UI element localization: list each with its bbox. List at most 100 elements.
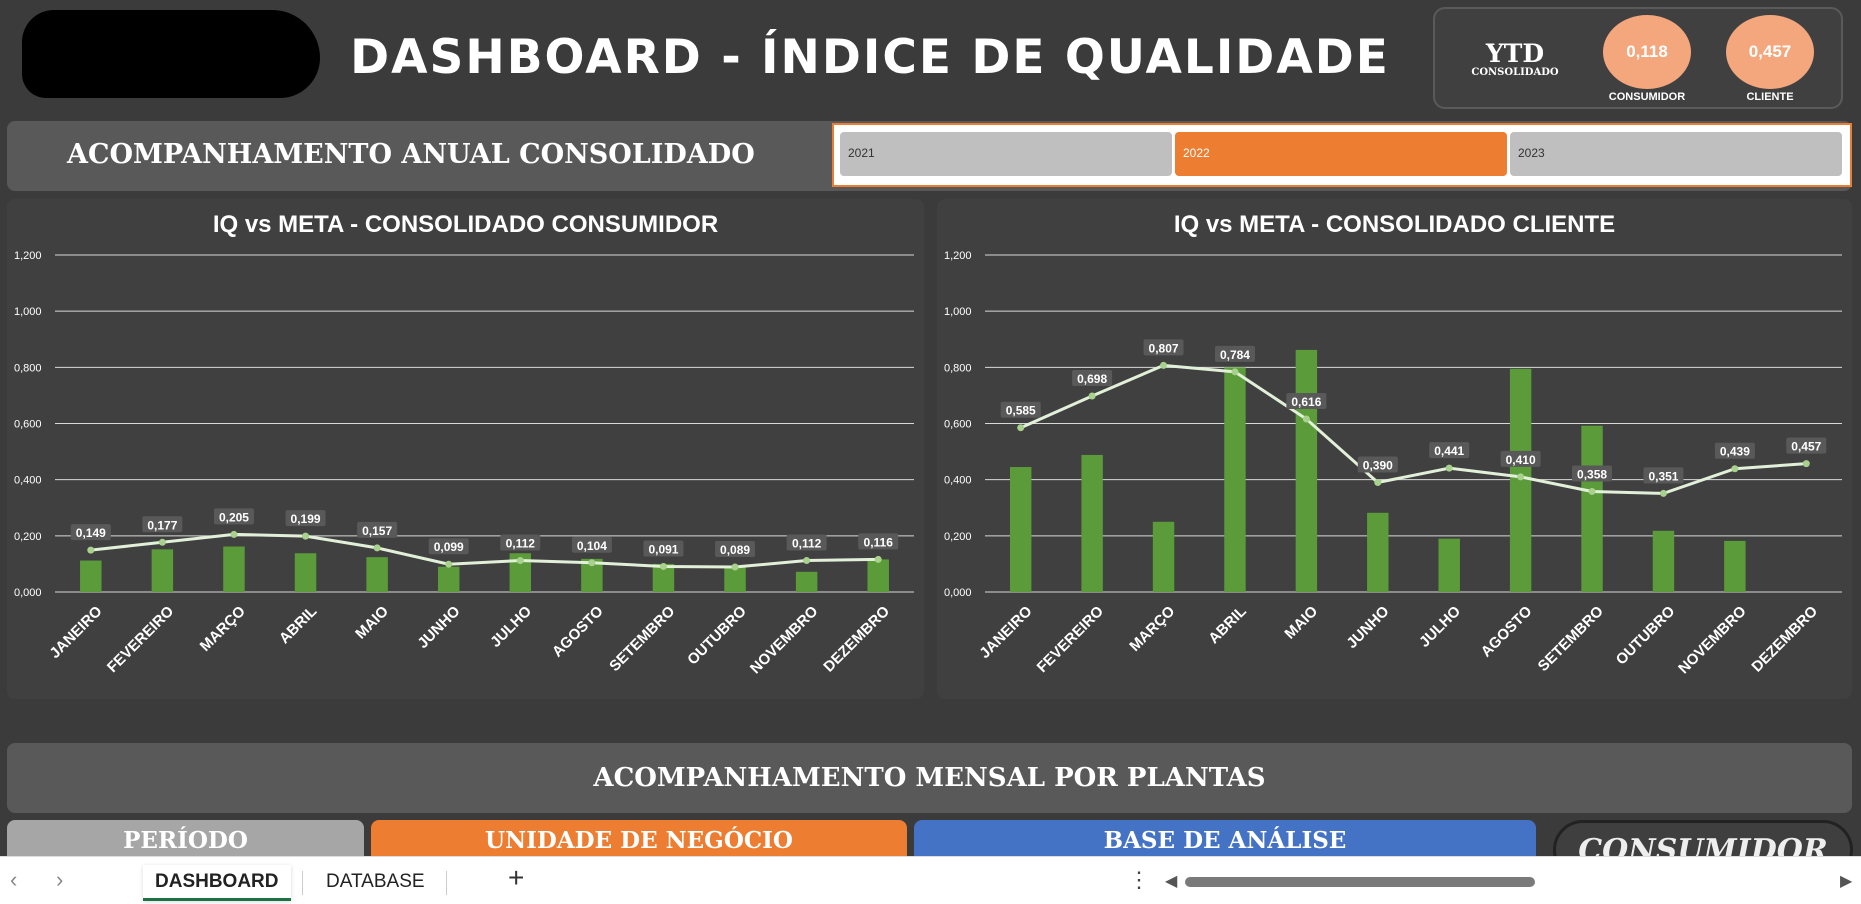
x-tick-label: DEZEMBRO [820, 603, 893, 676]
x-tick-label: SETEMBRO [606, 603, 678, 675]
tab-database[interactable]: DATABASE [314, 865, 437, 901]
line-point [660, 563, 667, 570]
x-tick-label: OUTUBRO [684, 603, 750, 669]
year-option-2023[interactable]: 2023 [1510, 132, 1842, 176]
line-point [803, 557, 810, 564]
y-tick-label: 0,000 [14, 587, 42, 599]
line-point [1231, 368, 1238, 375]
series-line [1021, 365, 1807, 493]
x-tick-label: JULHO [487, 603, 535, 651]
ytd-sublabel: CONSOLIDADO [1455, 67, 1575, 78]
y-tick-label: 0,600 [14, 419, 42, 431]
y-tick-label: 0,800 [944, 362, 972, 374]
bar [1224, 367, 1245, 592]
chart-cliente: 0,0000,2000,4000,6000,8001,0001,2000,585… [937, 199, 1852, 699]
chevron-right-icon[interactable]: › [56, 867, 63, 893]
scroll-left-icon[interactable]: ◀ [1165, 871, 1177, 891]
data-label: 0,091 [648, 542, 678, 556]
bar [1010, 467, 1031, 592]
bar [1724, 541, 1745, 592]
bar [1367, 513, 1388, 592]
data-label: 0,390 [1363, 458, 1393, 472]
bar [152, 549, 173, 592]
x-tick-label: JUNHO [414, 603, 463, 652]
chart-consumidor: 0,0000,2000,4000,6000,8001,0001,2000,149… [7, 199, 924, 699]
bar [1510, 369, 1531, 592]
scrollbar-thumb[interactable] [1185, 877, 1535, 887]
y-tick-label: 1,200 [944, 250, 972, 262]
x-tick-label: OUTUBRO [1613, 603, 1679, 669]
data-label: 0,112 [792, 537, 822, 551]
bar [80, 561, 101, 592]
series-line [91, 534, 878, 567]
bar [796, 572, 817, 592]
data-label: 0,112 [506, 537, 536, 551]
horizontal-scrollbar[interactable]: ◀ ▶ [1165, 871, 1855, 891]
bar [366, 557, 387, 592]
chart-panel-cliente: IQ vs META - CONSOLIDADO CLIENTE 0,0000,… [937, 199, 1852, 699]
data-label: 0,351 [1648, 469, 1678, 483]
line-point [588, 559, 595, 566]
bar [867, 559, 888, 592]
line-point [374, 544, 381, 551]
line-point [159, 539, 166, 546]
data-label: 0,358 [1577, 467, 1607, 481]
page-title: DASHBOARD - ÍNDICE DE QUALIDADE [340, 30, 1400, 85]
bar [1653, 531, 1674, 592]
x-tick-label: ABRIL [1205, 603, 1249, 647]
kpi-consumidor-value: 0,118 [1603, 15, 1691, 89]
more-options-icon[interactable]: ⋮ [1128, 867, 1150, 893]
line-point [1160, 362, 1167, 369]
data-label: 0,784 [1220, 348, 1250, 362]
add-sheet-icon[interactable]: + [508, 862, 524, 894]
x-tick-label: JANEIRO [976, 603, 1035, 662]
x-tick-label: AGOSTO [549, 603, 607, 661]
bar [223, 547, 244, 592]
line-point [445, 561, 452, 568]
x-tick-label: AGOSTO [1478, 603, 1536, 661]
y-tick-label: 0,000 [944, 587, 972, 599]
data-label: 0,116 [864, 535, 894, 549]
data-label: 0,157 [362, 524, 392, 538]
data-label: 0,089 [720, 543, 750, 557]
sheet-tab-bar: ‹ › DASHBOARD DATABASE + ⋮ ◀ ▶ [0, 856, 1861, 904]
y-tick-label: 0,200 [14, 531, 42, 543]
tab-divider [446, 871, 447, 895]
year-option-2021[interactable]: 2021 [840, 132, 1172, 176]
line-point [87, 547, 94, 554]
chevron-left-icon[interactable]: ‹ [10, 867, 17, 893]
line-point [1303, 416, 1310, 423]
kpi-cliente-value: 0,457 [1726, 15, 1814, 89]
base-analise-filter-button[interactable]: BASE DE ANÁLISE [914, 820, 1536, 856]
line-point [1446, 465, 1453, 472]
line-point [302, 533, 309, 540]
line-point [732, 564, 739, 571]
periodo-filter-button[interactable]: PERÍODO [7, 820, 364, 856]
x-tick-label: FEVEREIRO [104, 603, 178, 677]
kpi-consumidor-label: CONSUMIDOR [1592, 91, 1702, 103]
x-tick-label: FEVEREIRO [1034, 603, 1108, 677]
unidade-negocio-filter-button[interactable]: UNIDADE DE NEGÓCIO [371, 820, 907, 856]
bar [438, 567, 459, 592]
line-point [1589, 488, 1596, 495]
data-label: 0,177 [147, 518, 177, 532]
scroll-right-icon[interactable]: ▶ [1840, 871, 1852, 891]
year-option-2022[interactable]: 2022 [1175, 132, 1507, 176]
monthly-section-header: ACOMPANHAMENTO MENSAL POR PLANTAS [7, 743, 1852, 813]
bar [1081, 455, 1102, 592]
data-label: 0,099 [434, 540, 464, 554]
line-point [517, 557, 524, 564]
y-tick-label: 0,400 [944, 475, 972, 487]
line-point [1803, 460, 1810, 467]
x-tick-label: ABRIL [276, 603, 320, 647]
line-point [1731, 465, 1738, 472]
data-label: 0,205 [219, 510, 249, 524]
x-tick-label: JANEIRO [46, 603, 105, 662]
ytd-kpi-card: YTD CONSOLIDADO 0,118 CONSUMIDOR 0,457 C… [1433, 7, 1843, 109]
y-tick-label: 1,000 [944, 306, 972, 318]
x-tick-label: SETEMBRO [1535, 603, 1607, 675]
line-point [1660, 490, 1667, 497]
data-label: 0,104 [577, 539, 607, 553]
tab-dashboard[interactable]: DASHBOARD [143, 865, 291, 901]
bar [724, 567, 745, 592]
